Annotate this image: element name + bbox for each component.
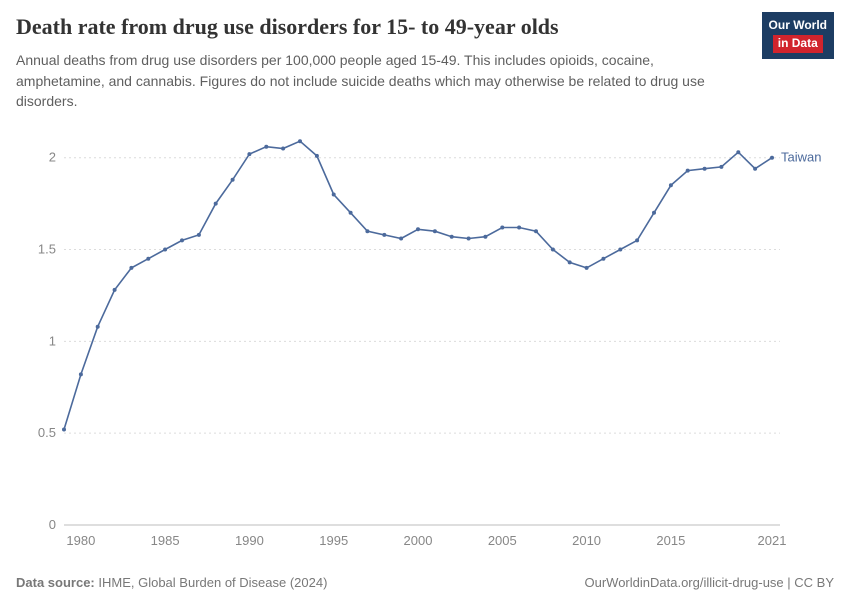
data-point — [264, 144, 269, 149]
data-point — [719, 165, 724, 170]
data-point — [298, 139, 302, 144]
data-point — [635, 238, 640, 243]
data-point — [432, 229, 437, 234]
data-point — [281, 146, 286, 151]
data-point — [112, 288, 117, 293]
data-point — [180, 238, 184, 243]
data-point — [736, 150, 741, 155]
x-axis-tick-label: 2021 — [758, 533, 787, 548]
owid-logo-line2: in Data — [772, 35, 823, 53]
data-point — [146, 256, 151, 261]
chart-page: Death rate from drug use disorders for 1… — [16, 12, 834, 590]
page-title: Death rate from drug use disorders for 1… — [16, 14, 559, 39]
x-axis-tick-label: 1990 — [235, 533, 264, 548]
data-point — [550, 247, 555, 252]
chart-footer: Data source: IHME, Global Burden of Dise… — [0, 575, 850, 590]
chart-header: Death rate from drug use disorders for 1… — [16, 12, 834, 59]
data-point — [196, 233, 201, 238]
data-point — [702, 166, 707, 171]
entity-label-taiwan[interactable]: Taiwan — [781, 150, 821, 165]
data-point — [62, 427, 66, 432]
x-axis-tick-label: 2010 — [572, 533, 601, 548]
data-source-value: IHME, Global Burden of Disease (2024) — [98, 575, 328, 590]
data-point — [230, 178, 235, 183]
data-point — [95, 324, 100, 329]
y-axis-tick-label: 1.5 — [38, 242, 56, 257]
data-point — [213, 201, 218, 206]
data-point — [365, 229, 370, 234]
data-point — [584, 266, 589, 271]
y-axis-tick-label: 2 — [49, 150, 56, 165]
data-point — [331, 192, 336, 197]
data-point — [500, 225, 505, 230]
data-point — [685, 168, 690, 173]
data-point — [534, 229, 538, 234]
data-point — [163, 247, 168, 252]
data-point — [449, 234, 454, 239]
y-axis-tick-label: 0.5 — [38, 425, 56, 440]
x-axis-tick-label: 1985 — [151, 533, 180, 548]
data-point — [382, 233, 387, 238]
data-point — [618, 247, 623, 252]
data-point — [399, 236, 404, 241]
chart-subtitle: Annual deaths from drug use disorders pe… — [16, 52, 705, 109]
data-source-label: Data source: — [16, 575, 95, 590]
data-point — [668, 183, 673, 188]
data-point — [78, 372, 83, 377]
data-source: Data source: IHME, Global Burden of Dise… — [16, 575, 327, 590]
x-axis-tick-label: 1995 — [319, 533, 348, 548]
credit-link[interactable]: OurWorldinData.org/illicit-drug-use | CC… — [584, 575, 835, 590]
data-point — [416, 227, 420, 232]
x-axis-tick-label: 2015 — [656, 533, 685, 548]
x-axis-tick-label: 2005 — [488, 533, 517, 548]
owid-logo-line1: Our World — [768, 18, 827, 32]
owid-logo[interactable]: Our World in Data — [761, 12, 834, 59]
data-point — [466, 236, 471, 241]
x-axis-tick-label: 2000 — [404, 533, 433, 548]
data-point — [247, 152, 252, 157]
data-point — [314, 154, 319, 159]
data-point — [517, 225, 522, 230]
data-point — [483, 234, 488, 239]
data-point — [567, 260, 572, 265]
y-axis-tick-label: 1 — [49, 334, 56, 349]
data-point — [753, 166, 758, 171]
x-axis-tick-label: 1980 — [66, 533, 95, 548]
data-point — [348, 211, 353, 216]
data-point — [652, 211, 656, 216]
data-point — [129, 266, 134, 271]
line-chart: 0 0.5 1 1.5 2 1980 1985 1990 1995 2000 2005 2010 201… — [38, 139, 821, 548]
data-point — [770, 155, 774, 160]
y-axis-tick-label: 0 — [49, 517, 56, 532]
taiwan-line-series — [63, 140, 773, 431]
data-point — [601, 256, 606, 261]
